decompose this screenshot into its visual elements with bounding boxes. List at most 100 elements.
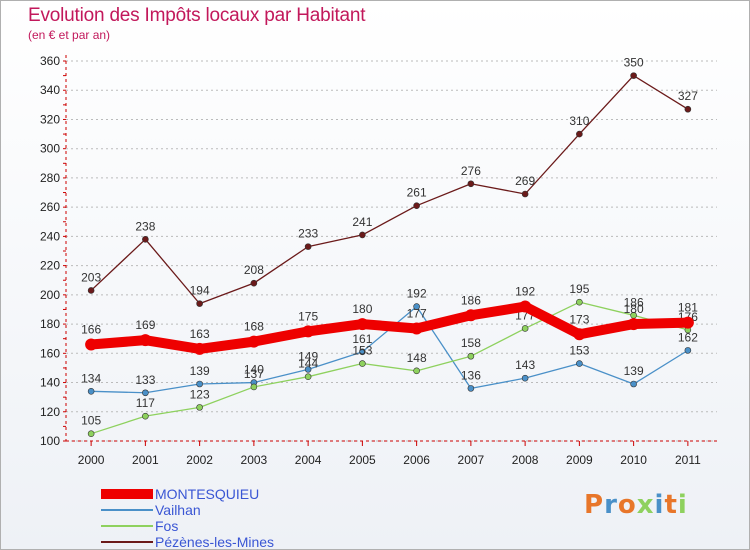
data-label-pezenes: 350 <box>624 56 644 70</box>
point-pezenes <box>359 231 366 239</box>
data-label-pezenes: 327 <box>678 89 698 103</box>
y-tick-label: 280 <box>40 171 60 185</box>
data-label-montesquieu: 168 <box>244 320 264 334</box>
data-label-pezenes: 269 <box>515 174 535 188</box>
point-pezenes <box>576 130 583 138</box>
data-label-fos: 117 <box>136 396 155 410</box>
data-label-vailhan: 149 <box>298 349 318 363</box>
data-label-fos: 123 <box>190 387 210 401</box>
point-montesquieu <box>247 335 260 348</box>
data-label-pezenes: 238 <box>135 219 155 233</box>
data-label-montesquieu: 166 <box>81 323 101 337</box>
data-label-vailhan: 134 <box>81 371 101 385</box>
y-tick-label: 200 <box>40 288 60 302</box>
point-fos <box>521 325 529 332</box>
data-label-montesquieu: 192 <box>515 285 535 299</box>
legend-swatch-fos <box>101 525 153 527</box>
point-vailhan <box>359 348 366 356</box>
point-montesquieu <box>139 334 152 347</box>
x-tick-label: 2011 <box>675 453 701 467</box>
point-pezenes <box>250 279 258 287</box>
chart-plot: 100 120 140 160 180 200 220 240 260 280 300 320 340 3… <box>40 54 717 467</box>
point-vailhan <box>630 380 637 388</box>
data-label-vailhan: 143 <box>515 358 535 372</box>
point-montesquieu <box>85 338 98 351</box>
point-montesquieu <box>302 325 315 338</box>
data-label-montesquieu: 163 <box>190 327 210 341</box>
point-montesquieu <box>464 309 477 322</box>
y-tick-label: 180 <box>40 317 60 331</box>
point-vailhan <box>413 303 420 310</box>
series-line-fos <box>90 301 689 435</box>
data-label-fos: 153 <box>352 344 372 358</box>
legend-label-fos: Fos <box>155 518 179 534</box>
data-label-montesquieu: 169 <box>135 318 155 332</box>
chart-title: Evolution des Impôts locaux par Habitant <box>28 5 366 26</box>
data-label-montesquieu: 180 <box>624 302 644 316</box>
x-tick-label: 2002 <box>186 453 213 467</box>
data-label-fos: 144 <box>298 357 318 371</box>
point-fos <box>142 412 149 420</box>
data-label-fos: 186 <box>624 295 644 309</box>
legend-label-vailhan: Vailhan <box>155 502 201 518</box>
legend-swatch-vailhan <box>101 509 153 511</box>
point-fos <box>413 367 420 375</box>
point-pezenes <box>196 300 203 307</box>
y-tick-label: 140 <box>40 376 60 390</box>
data-label-fos: 105 <box>81 414 101 428</box>
x-tick-label: 2004 <box>295 453 322 467</box>
data-label-vailhan: 136 <box>461 368 481 382</box>
data-label-montesquieu: 180 <box>352 302 372 316</box>
point-fos <box>250 383 258 391</box>
y-tick-label: 120 <box>40 405 60 419</box>
series-line-montesquieu <box>86 301 693 354</box>
data-label-fos: 137 <box>244 367 264 381</box>
data-label-pezenes: 261 <box>407 186 427 200</box>
logo-letter: i <box>677 490 688 520</box>
x-tick-label: 2008 <box>512 453 539 467</box>
x-tick-label: 2000 <box>78 453 105 467</box>
x-tick-label: 2006 <box>403 453 430 467</box>
point-fos <box>467 352 475 360</box>
data-label-vailhan: 140 <box>244 363 264 377</box>
point-montesquieu <box>519 300 532 313</box>
data-label-vailhan: 162 <box>678 330 698 344</box>
legend-label-montesquieu: MONTESQUIEU <box>155 486 260 502</box>
point-montesquieu <box>193 342 206 355</box>
series-line-pezenes <box>90 74 689 305</box>
legend-swatch-montesquieu <box>101 489 153 499</box>
data-label-pezenes: 310 <box>569 114 589 128</box>
point-vailhan <box>196 380 203 388</box>
data-label-vailhan: 161 <box>352 332 372 346</box>
data-label-montesquieu: 173 <box>569 312 589 326</box>
logo-letter: o <box>617 490 637 520</box>
data-label-vailhan: 192 <box>407 287 427 301</box>
legend-label-pezenes: Pézènes-les-Mines <box>155 534 275 550</box>
y-tick-label: 260 <box>40 200 60 214</box>
data-label-montesquieu: 181 <box>678 301 698 315</box>
x-tick-label: 2009 <box>566 453 593 467</box>
point-fos <box>359 360 366 367</box>
y-tick-label: 300 <box>40 142 60 156</box>
data-label-fos: 148 <box>407 351 427 365</box>
point-fos <box>196 404 203 411</box>
point-fos <box>87 430 95 437</box>
data-label-pezenes: 194 <box>190 284 210 298</box>
point-pezenes <box>521 190 529 198</box>
data-label-montesquieu: 186 <box>461 293 481 307</box>
point-vailhan <box>467 385 475 392</box>
point-montesquieu <box>573 328 586 341</box>
data-label-vailhan: 139 <box>624 364 644 378</box>
data-label-fos: 158 <box>461 336 481 350</box>
data-label-pezenes: 203 <box>81 270 101 284</box>
x-tick-label: 2010 <box>620 453 647 467</box>
point-vailhan <box>521 374 529 382</box>
data-label-pezenes: 208 <box>244 263 264 277</box>
y-tick-label: 220 <box>40 259 60 273</box>
point-montesquieu <box>681 316 694 329</box>
data-label-vailhan: 139 <box>190 364 210 378</box>
point-montesquieu <box>356 318 369 331</box>
chart-subtitle: (en € et par an) <box>28 28 111 42</box>
y-tick-label: 360 <box>40 54 60 68</box>
